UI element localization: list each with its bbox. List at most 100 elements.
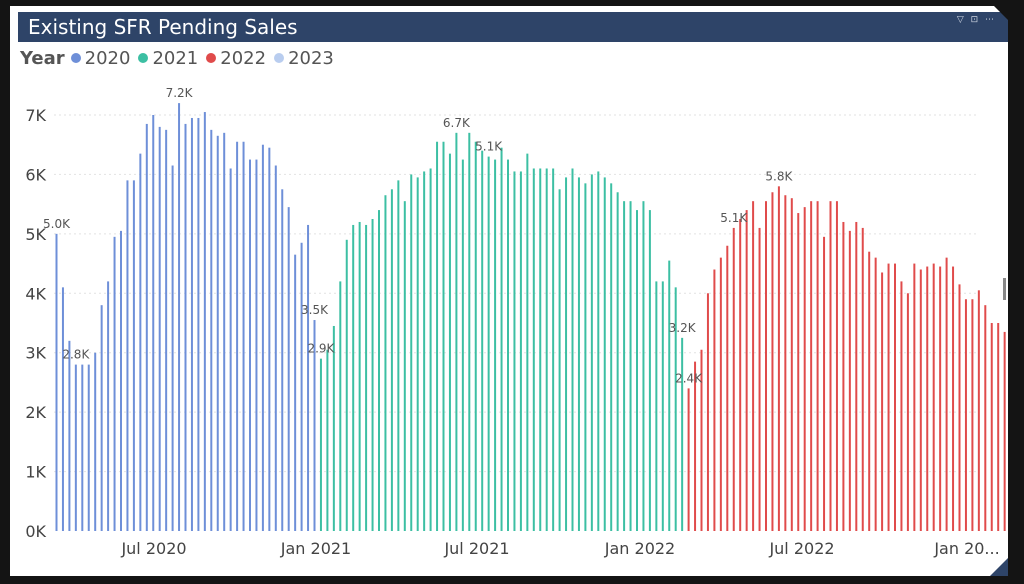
bar-2021[interactable] bbox=[681, 337, 684, 531]
bar-2021[interactable] bbox=[455, 132, 458, 531]
legend-item-2023[interactable]: 2023 bbox=[274, 48, 334, 69]
bar-2021[interactable] bbox=[403, 201, 406, 531]
legend-item-2020[interactable]: 2020 bbox=[70, 48, 130, 69]
bar-2020[interactable] bbox=[274, 165, 277, 531]
bar-2022[interactable] bbox=[984, 305, 987, 531]
bar-2021[interactable] bbox=[423, 171, 426, 531]
bar-2021[interactable] bbox=[648, 210, 651, 532]
legend-item-2021[interactable]: 2021 bbox=[138, 48, 198, 69]
bar-2020[interactable] bbox=[307, 224, 310, 531]
bar-2022[interactable] bbox=[913, 263, 916, 531]
bar-2020[interactable] bbox=[113, 236, 116, 532]
bar-2022[interactable] bbox=[906, 293, 909, 531]
bar-2022[interactable] bbox=[823, 236, 826, 532]
bar-2020[interactable] bbox=[281, 189, 284, 532]
bar-2020[interactable] bbox=[81, 364, 84, 531]
bar-2020[interactable] bbox=[313, 320, 316, 531]
bar-2022[interactable] bbox=[752, 201, 755, 531]
bar-2021[interactable] bbox=[332, 325, 335, 531]
bar-2022[interactable] bbox=[861, 227, 864, 531]
bar-2022[interactable] bbox=[932, 263, 935, 531]
bar-2021[interactable] bbox=[429, 168, 432, 531]
bar-2020[interactable] bbox=[94, 352, 97, 531]
bar-2022[interactable] bbox=[855, 221, 858, 531]
bar-2022[interactable] bbox=[713, 269, 716, 531]
bar-2022[interactable] bbox=[939, 266, 942, 531]
bar-2020[interactable] bbox=[210, 129, 213, 531]
bar-2020[interactable] bbox=[152, 115, 155, 531]
bar-2020[interactable] bbox=[87, 364, 90, 531]
bar-2021[interactable] bbox=[558, 189, 561, 532]
bar-2022[interactable] bbox=[874, 257, 877, 531]
bar-2020[interactable] bbox=[126, 180, 129, 531]
bar-2021[interactable] bbox=[461, 159, 464, 532]
bar-2021[interactable] bbox=[416, 177, 419, 531]
bar-2022[interactable] bbox=[881, 272, 884, 531]
bar-2021[interactable] bbox=[397, 180, 400, 531]
bar-2021[interactable] bbox=[623, 201, 626, 531]
bar-2021[interactable] bbox=[526, 153, 529, 531]
bar-2021[interactable] bbox=[384, 195, 387, 531]
bar-2021[interactable] bbox=[519, 171, 522, 531]
bar-2020[interactable] bbox=[61, 287, 64, 531]
bar-2020[interactable] bbox=[132, 180, 135, 531]
bar-2022[interactable] bbox=[958, 284, 961, 531]
bar-2020[interactable] bbox=[287, 207, 290, 531]
bar-2020[interactable] bbox=[68, 340, 71, 531]
bar-2020[interactable] bbox=[184, 123, 187, 532]
bar-2021[interactable] bbox=[565, 177, 568, 531]
bar-2022[interactable] bbox=[919, 269, 922, 531]
bar-2021[interactable] bbox=[603, 177, 606, 531]
bar-2020[interactable] bbox=[261, 144, 264, 531]
bar-2021[interactable] bbox=[642, 201, 645, 531]
bar-2020[interactable] bbox=[242, 141, 245, 531]
bar-2021[interactable] bbox=[513, 171, 516, 531]
bar-2021[interactable] bbox=[371, 219, 374, 531]
bar-2020[interactable] bbox=[171, 165, 174, 531]
bar-2022[interactable] bbox=[732, 227, 735, 531]
bar-2021[interactable] bbox=[468, 132, 471, 531]
bar-2020[interactable] bbox=[216, 135, 219, 532]
bar-2022[interactable] bbox=[765, 201, 767, 531]
bar-2020[interactable] bbox=[178, 103, 181, 531]
bar-2022[interactable] bbox=[842, 221, 845, 531]
bar-2022[interactable] bbox=[719, 257, 722, 531]
bar-2022[interactable] bbox=[739, 219, 742, 531]
bar-2021[interactable] bbox=[532, 168, 535, 531]
bar-2021[interactable] bbox=[352, 224, 355, 531]
bar-2020[interactable] bbox=[223, 132, 226, 531]
bar-2022[interactable] bbox=[784, 195, 787, 531]
bar-2021[interactable] bbox=[365, 224, 368, 531]
bar-2022[interactable] bbox=[848, 230, 851, 531]
bar-2021[interactable] bbox=[636, 210, 638, 532]
bar-2021[interactable] bbox=[448, 153, 451, 531]
bar-2020[interactable] bbox=[55, 233, 58, 531]
bar-2021[interactable] bbox=[326, 349, 329, 531]
bar-2022[interactable] bbox=[952, 266, 955, 531]
bar-2020[interactable] bbox=[255, 159, 258, 532]
bar-2020[interactable] bbox=[294, 254, 297, 531]
bar-2022[interactable] bbox=[687, 388, 690, 531]
bar-2021[interactable] bbox=[545, 168, 548, 531]
bar-2020[interactable] bbox=[139, 153, 142, 531]
bar-2021[interactable] bbox=[481, 150, 484, 531]
bar-2022[interactable] bbox=[971, 299, 974, 531]
bar-2022[interactable] bbox=[900, 281, 903, 531]
bar-2021[interactable] bbox=[571, 168, 574, 531]
header-action-icons[interactable]: ▽ ⊡ ⋯ bbox=[956, 15, 996, 25]
bar-2020[interactable] bbox=[190, 117, 193, 531]
bar-2020[interactable] bbox=[107, 281, 110, 531]
bar-2021[interactable] bbox=[500, 147, 503, 531]
bar-2022[interactable] bbox=[977, 290, 980, 531]
bar-2021[interactable] bbox=[590, 174, 593, 531]
bar-2021[interactable] bbox=[436, 141, 439, 531]
bar-2022[interactable] bbox=[803, 207, 806, 531]
bar-2020[interactable] bbox=[100, 305, 103, 531]
bar-2021[interactable] bbox=[339, 281, 342, 531]
bar-2020[interactable] bbox=[158, 126, 161, 531]
bar-2021[interactable] bbox=[390, 189, 393, 532]
bar-2020[interactable] bbox=[300, 242, 303, 531]
bar-2021[interactable] bbox=[474, 141, 477, 531]
bar-2021[interactable] bbox=[577, 177, 580, 531]
bar-2022[interactable] bbox=[997, 323, 1000, 531]
